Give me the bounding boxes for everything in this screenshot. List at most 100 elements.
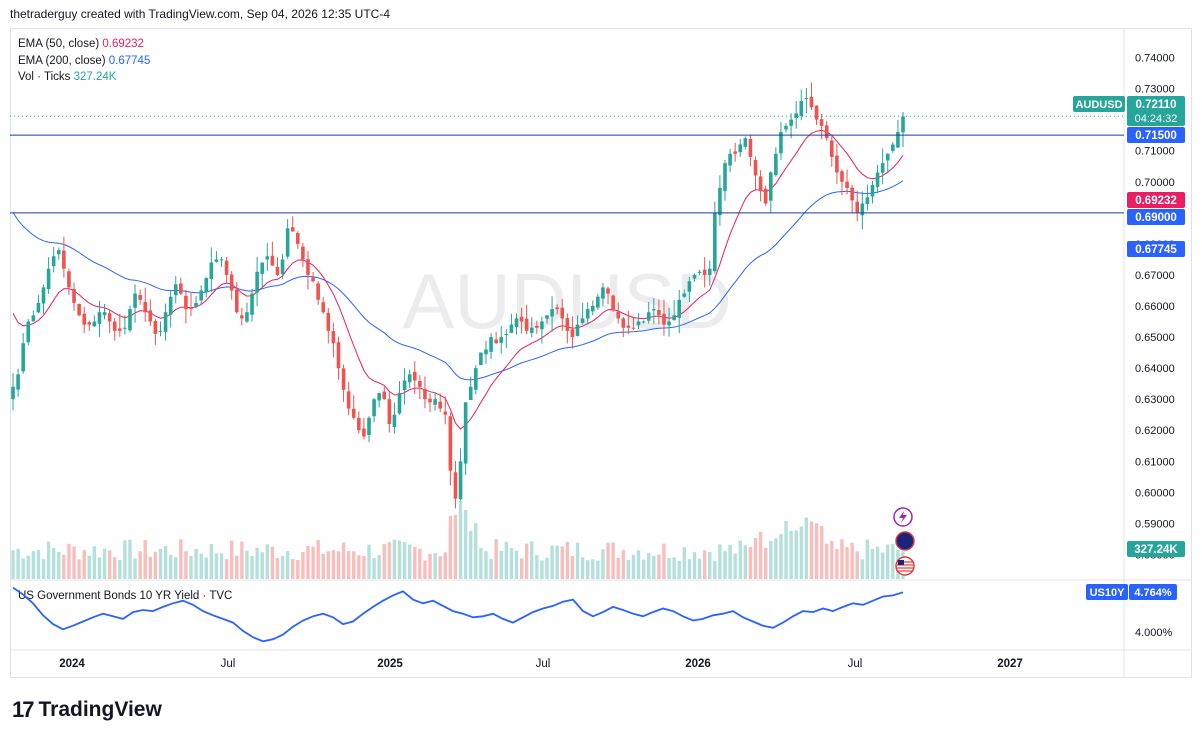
candle-body <box>36 302 41 313</box>
volume-bar <box>570 555 575 579</box>
us10y-symbol-tag: US10Y <box>1090 587 1126 599</box>
volume-bar <box>41 559 46 579</box>
candle-body <box>51 256 56 267</box>
volume-bar <box>148 556 153 579</box>
candle-body <box>667 321 671 326</box>
volume-bar <box>67 543 71 579</box>
volume-bar <box>601 549 605 579</box>
candle-body <box>621 318 626 328</box>
candle-body <box>184 295 188 310</box>
volume-bar <box>245 550 249 579</box>
candle-body <box>519 316 524 322</box>
candle-body <box>214 259 219 262</box>
volume-bar <box>682 547 687 579</box>
ema200-legend[interactable]: EMA (200, close) 0.67745 <box>18 53 150 70</box>
candle-body <box>72 288 76 303</box>
ema50-value: 0.69232 <box>102 38 144 50</box>
volume-bar <box>341 542 346 579</box>
candle-body <box>545 315 549 319</box>
candle-body <box>306 259 310 275</box>
ema50-price-tag: 0.69232 <box>1135 195 1177 207</box>
candle-body <box>331 331 336 344</box>
candle-body <box>682 293 687 297</box>
volume-bar <box>550 545 554 579</box>
us10y-value-tag-bg <box>1129 584 1177 600</box>
volume-label: Vol · Ticks <box>18 71 71 83</box>
chart-frame[interactable] <box>10 28 1192 678</box>
lightning-icon <box>899 511 907 523</box>
candle-body <box>326 312 331 331</box>
time-tick-label: 2025 <box>377 658 403 670</box>
volume-bar <box>718 544 722 579</box>
candle-body <box>743 138 748 147</box>
candle-body <box>77 303 81 316</box>
volume-bar <box>219 553 224 579</box>
candle-body <box>67 271 71 288</box>
volume-bar <box>21 558 25 579</box>
volume-bar <box>423 560 427 579</box>
volume-bar <box>784 521 788 579</box>
bond-tick-label: 4.000% <box>1135 627 1173 639</box>
volume-bar <box>540 560 544 579</box>
time-tick-label: Jul <box>221 658 236 670</box>
volume-bar <box>331 550 336 579</box>
volume-bar <box>453 514 458 579</box>
candle-body <box>702 269 707 275</box>
level-0.715-tag-bg <box>1127 127 1185 143</box>
volume-bar <box>229 540 234 579</box>
volume-bar <box>189 555 193 579</box>
candle-body <box>794 113 798 119</box>
volume-legend[interactable]: Vol · Ticks 327.24K <box>18 69 150 86</box>
candle-body <box>616 311 620 319</box>
candle-body <box>260 262 264 274</box>
brand-name: TradingView <box>38 698 162 721</box>
volume-bar <box>545 557 549 579</box>
candle-body <box>412 371 417 381</box>
candle-body <box>713 212 717 272</box>
volume-bar <box>57 551 61 579</box>
candle-body <box>280 259 285 275</box>
candle-body <box>255 271 259 293</box>
volume-bar <box>275 558 280 579</box>
volume-bar <box>306 546 310 579</box>
volume-bar <box>504 541 509 579</box>
volume-bar <box>687 559 692 579</box>
candle-body <box>41 287 46 304</box>
candle-body <box>468 386 473 400</box>
ema50-legend[interactable]: EMA (50, close) 0.69232 <box>18 36 150 53</box>
volume-bar <box>850 542 854 579</box>
volume-bar <box>702 550 707 579</box>
ema50-line <box>12 129 904 430</box>
candle-body <box>443 411 448 415</box>
candle-body <box>662 313 666 325</box>
price-tick-label: 0.71000 <box>1135 146 1175 158</box>
volume-bar <box>758 531 763 579</box>
volume-bar <box>809 521 814 579</box>
candle-body <box>179 283 183 294</box>
volume-bar <box>611 542 615 579</box>
tradingview-brand[interactable]: 17 TradingView <box>12 697 162 723</box>
volume-bar <box>830 540 834 579</box>
candle-body <box>875 172 880 187</box>
symbol-tag: AUDUSD <box>1075 99 1122 111</box>
volume-bar <box>514 550 519 579</box>
volume-bar <box>865 539 870 579</box>
volume-bar <box>580 557 585 579</box>
volume-bar <box>163 546 168 579</box>
candle-body <box>301 246 305 260</box>
volume-bar <box>77 559 81 579</box>
candle-body <box>550 309 554 317</box>
candle-body <box>799 101 804 116</box>
candle-body <box>367 417 371 436</box>
candle-body <box>346 391 351 409</box>
volume-bar <box>265 544 269 579</box>
volume-bar <box>870 548 875 579</box>
candle-body <box>789 119 793 126</box>
volume-bar <box>36 549 41 579</box>
candle-body <box>118 328 122 331</box>
candle-body <box>341 368 346 390</box>
volume-bar <box>677 560 681 579</box>
candle-body <box>524 318 529 331</box>
candle-body <box>504 333 509 335</box>
